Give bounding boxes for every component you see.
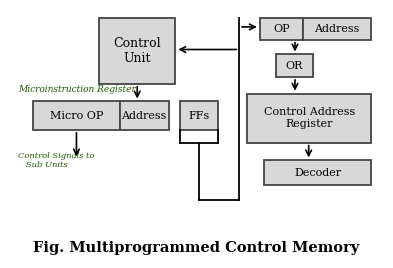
Text: FFs: FFs [188, 111, 209, 121]
Bar [180, 102, 218, 130]
Text: Address: Address [314, 24, 360, 34]
Text: Micro OP: Micro OP [50, 111, 103, 121]
Bar [264, 160, 371, 185]
Text: Fig. Multiprogrammed Control Memory: Fig. Multiprogrammed Control Memory [33, 241, 360, 255]
Bar [303, 18, 371, 40]
Text: Address: Address [121, 111, 167, 121]
Text: Control Signals to
   Sub Units: Control Signals to Sub Units [18, 151, 94, 169]
Bar [119, 102, 169, 130]
Bar [99, 18, 175, 84]
Text: Control
Unit: Control Unit [114, 37, 161, 65]
Text: Microinstruction Register: Microinstruction Register [18, 85, 136, 94]
Bar [260, 18, 303, 40]
Bar [33, 102, 119, 130]
Bar [276, 54, 312, 77]
Text: Decoder: Decoder [294, 168, 341, 178]
Text: OP: OP [273, 24, 290, 34]
Bar [247, 94, 371, 143]
Text: Control Address
Register: Control Address Register [264, 107, 355, 129]
Text: OR: OR [286, 61, 303, 71]
